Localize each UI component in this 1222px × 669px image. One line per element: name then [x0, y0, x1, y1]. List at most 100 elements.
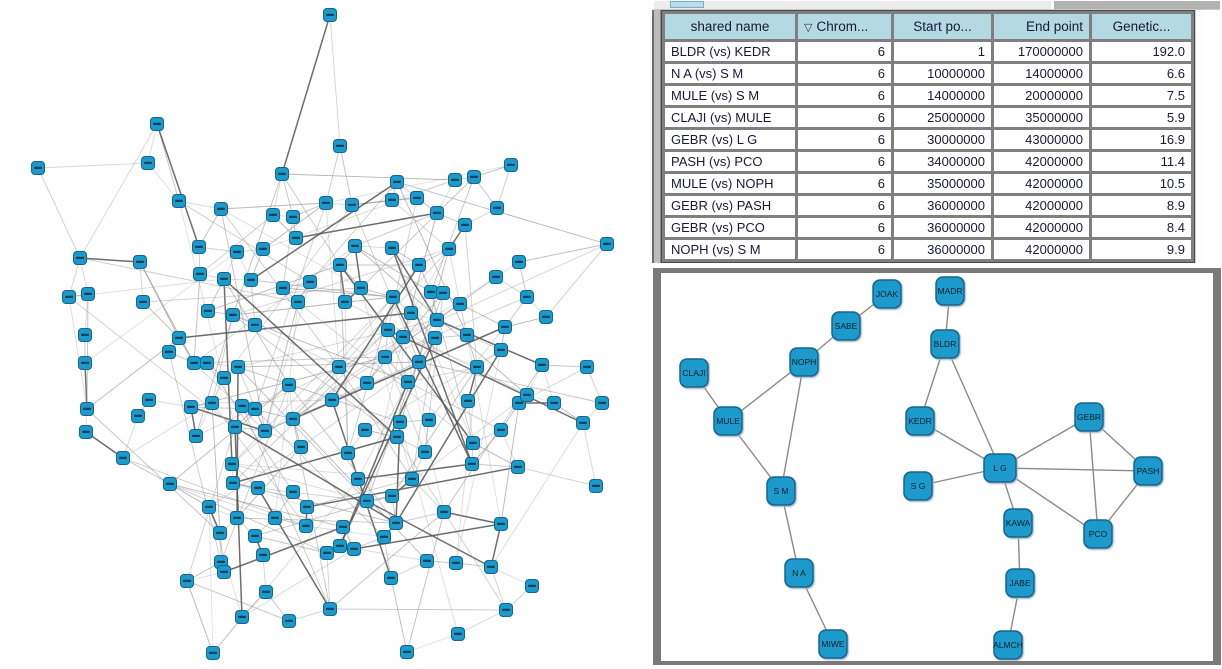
- network-node-jabe[interactable]: [1005, 568, 1035, 598]
- network-edge[interactable]: [232, 314, 398, 438]
- network-edge-gebr-pco[interactable]: [1088, 416, 1099, 535]
- network-edge[interactable]: [297, 301, 474, 444]
- network-edge[interactable]: [430, 176, 475, 293]
- network-edge[interactable]: [351, 197, 418, 206]
- table-cell[interactable]: 8.4: [1092, 218, 1191, 237]
- network-edge[interactable]: [448, 248, 461, 305]
- network-edge[interactable]: [232, 436, 398, 484]
- network-edge[interactable]: [79, 123, 158, 259]
- table-cell[interactable]: 6: [798, 196, 891, 215]
- table-cell[interactable]: 6: [798, 64, 891, 83]
- network-edge[interactable]: [390, 577, 408, 653]
- network-edge[interactable]: [264, 301, 299, 432]
- network-edge-l-g-pco[interactable]: [999, 467, 1099, 535]
- network-edge[interactable]: [241, 548, 355, 618]
- network-edge[interactable]: [232, 482, 308, 508]
- network-edge[interactable]: [436, 319, 543, 366]
- network-edge[interactable]: [139, 261, 180, 339]
- table-cell[interactable]: 192.0: [1092, 42, 1191, 61]
- network-edge-bldr-l-g[interactable]: [944, 343, 1001, 469]
- network-edge[interactable]: [455, 349, 502, 564]
- network-node-claji[interactable]: [679, 358, 709, 388]
- network-edge[interactable]: [79, 257, 299, 303]
- table-cell[interactable]: 42000000: [994, 240, 1089, 259]
- cell-shared-name[interactable]: N A (vs) S M: [665, 64, 795, 83]
- network-edge-noph-s-m[interactable]: [780, 361, 805, 492]
- network-edge[interactable]: [178, 312, 412, 339]
- network-edge[interactable]: [399, 421, 459, 635]
- table-cell[interactable]: 35000000: [994, 108, 1089, 127]
- network-node-kawa[interactable]: [1003, 508, 1033, 538]
- network-edge[interactable]: [331, 264, 420, 401]
- network-edge[interactable]: [281, 14, 331, 175]
- network-edge[interactable]: [281, 173, 456, 181]
- network-edge[interactable]: [418, 361, 603, 404]
- network-edge[interactable]: [407, 381, 502, 431]
- network-edge[interactable]: [193, 245, 356, 364]
- network-edge[interactable]: [490, 422, 584, 568]
- table-row[interactable]: PASH (vs) PCO 6 34000000 42000000 11.4: [665, 152, 1191, 171]
- network-node-joak[interactable]: [872, 279, 902, 309]
- table-cell[interactable]: 170000000: [994, 42, 1089, 61]
- cell-shared-name[interactable]: BLDR (vs) KEDR: [665, 42, 795, 61]
- network-edge[interactable]: [472, 442, 519, 468]
- network-edge[interactable]: [236, 446, 302, 519]
- network-edge[interactable]: [360, 287, 413, 480]
- detail-network-canvas[interactable]: JOAK MADR SABE BLDR NOPH CLAJI MULE KEDR GEBR L G…: [661, 273, 1213, 661]
- network-node-l-g[interactable]: [983, 453, 1017, 483]
- network-edge[interactable]: [338, 366, 413, 480]
- network-edge[interactable]: [490, 523, 502, 568]
- table-cell[interactable]: 14000000: [994, 64, 1089, 83]
- column-header-genetic[interactable]: Genetic...: [1092, 14, 1191, 39]
- network-edge[interactable]: [325, 145, 341, 204]
- table-cell[interactable]: 1: [894, 42, 991, 61]
- network-edge[interactable]: [169, 483, 276, 519]
- network-edge[interactable]: [237, 319, 438, 368]
- table-row[interactable]: BLDR (vs) KEDR 6 1 170000000 192.0: [665, 42, 1191, 61]
- table-cell[interactable]: 6.6: [1092, 64, 1191, 83]
- network-edge[interactable]: [395, 511, 445, 524]
- network-edge[interactable]: [232, 296, 394, 316]
- network-edge[interactable]: [582, 422, 597, 487]
- table-cell[interactable]: 6: [798, 152, 891, 171]
- network-node-pash[interactable]: [1133, 456, 1163, 486]
- table-row[interactable]: GEBR (vs) PASH 6 36000000 42000000 8.9: [665, 196, 1191, 215]
- network-edge[interactable]: [391, 247, 474, 444]
- network-edge[interactable]: [79, 257, 141, 263]
- network-edge[interactable]: [86, 293, 89, 410]
- cell-shared-name[interactable]: PASH (vs) PCO: [665, 152, 795, 171]
- table-cell[interactable]: 6: [798, 174, 891, 193]
- network-edge[interactable]: [142, 287, 362, 303]
- cell-shared-name[interactable]: MULE (vs) S M: [665, 86, 795, 105]
- network-edge[interactable]: [68, 296, 88, 410]
- network-edge[interactable]: [541, 364, 588, 368]
- network-node-kedr[interactable]: [905, 406, 935, 436]
- network-edge[interactable]: [384, 291, 432, 358]
- table-cell[interactable]: 11.4: [1092, 152, 1191, 171]
- table-row[interactable]: GEBR (vs) L G 6 30000000 43000000 16.9: [665, 130, 1191, 149]
- table-row[interactable]: MULE (vs) NOPH 6 35000000 42000000 10.5: [665, 174, 1191, 193]
- table-cell[interactable]: 36000000: [894, 196, 991, 215]
- network-edge[interactable]: [329, 511, 445, 610]
- network-edge[interactable]: [193, 356, 386, 364]
- table-cell[interactable]: 42000000: [994, 218, 1089, 237]
- network-edge[interactable]: [392, 296, 473, 465]
- table-cell[interactable]: 34000000: [894, 152, 991, 171]
- network-node-gebr[interactable]: [1074, 402, 1104, 432]
- network-edge[interactable]: [457, 609, 507, 635]
- table-cell[interactable]: 43000000: [994, 130, 1089, 149]
- network-node-s-g[interactable]: [903, 471, 933, 501]
- column-header-shared-name[interactable]: shared name: [665, 14, 795, 39]
- network-edge[interactable]: [518, 243, 608, 263]
- table-row[interactable]: NOPH (vs) S M 6 36000000 42000000 9.9: [665, 240, 1191, 259]
- network-edge[interactable]: [220, 208, 266, 432]
- network-edge[interactable]: [282, 287, 394, 298]
- horizontal-scrollbar[interactable]: [654, 1, 1220, 10]
- network-edge[interactable]: [169, 384, 290, 485]
- network-edge[interactable]: [156, 123, 200, 248]
- table-row[interactable]: N A (vs) S M 6 10000000 14000000 6.6: [665, 64, 1191, 83]
- table-cell[interactable]: 36000000: [894, 240, 991, 259]
- network-edge[interactable]: [236, 517, 397, 524]
- network-edge[interactable]: [339, 145, 353, 206]
- column-header-chrom[interactable]: ▽ Chrom...: [798, 14, 891, 39]
